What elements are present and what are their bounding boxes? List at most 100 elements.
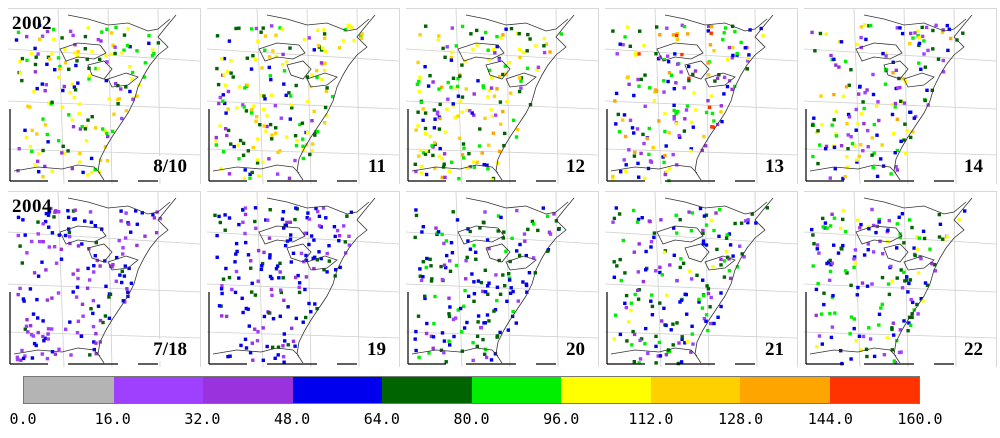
station-point	[877, 220, 881, 224]
station-point	[483, 290, 488, 294]
station-point	[95, 258, 99, 263]
station-point	[241, 310, 245, 315]
station-point	[442, 339, 447, 343]
station-point	[830, 325, 835, 329]
station-point	[675, 62, 680, 66]
station-point	[650, 304, 655, 309]
station-point	[675, 37, 680, 42]
station-point	[343, 240, 347, 244]
station-point	[665, 54, 670, 58]
station-point	[761, 34, 765, 38]
station-point	[60, 151, 64, 155]
station-point	[313, 302, 317, 306]
station-point	[435, 110, 440, 114]
station-point	[446, 80, 450, 85]
station-point	[256, 248, 261, 253]
station-point	[674, 213, 678, 217]
station-point	[893, 101, 898, 106]
station-point	[288, 117, 292, 121]
station-point	[652, 99, 657, 103]
station-point	[86, 266, 90, 271]
station-point	[464, 277, 468, 281]
station-point	[105, 159, 110, 163]
station-point	[421, 260, 425, 264]
station-point	[890, 327, 894, 331]
colorbar-tick-label: 0.0	[9, 410, 37, 428]
day-label: 14	[960, 156, 987, 178]
station-point	[324, 216, 328, 220]
station-point	[875, 133, 879, 137]
station-point	[293, 344, 297, 348]
station-point	[121, 252, 125, 256]
station-point	[915, 247, 919, 251]
station-point	[99, 39, 103, 43]
station-point	[337, 46, 342, 50]
station-point	[689, 277, 694, 281]
station-point	[87, 77, 91, 81]
station-point	[675, 231, 679, 235]
station-point	[490, 76, 494, 80]
station-point	[616, 112, 620, 117]
station-point	[477, 144, 482, 148]
station-point	[278, 149, 282, 153]
station-point	[285, 220, 289, 225]
station-point	[257, 174, 261, 178]
station-point	[89, 156, 94, 161]
station-point	[154, 231, 159, 235]
station-point	[481, 85, 486, 90]
station-point	[284, 60, 289, 64]
station-point	[690, 332, 694, 336]
station-point	[442, 351, 446, 355]
station-point	[831, 294, 835, 298]
station-point	[626, 25, 630, 29]
station-point	[298, 122, 302, 127]
station-point	[123, 264, 127, 268]
station-point	[675, 31, 679, 36]
station-point	[270, 276, 274, 281]
station-map	[207, 192, 399, 367]
station-point	[16, 215, 21, 220]
station-point	[243, 337, 248, 341]
station-point	[221, 99, 225, 103]
station-point	[449, 85, 453, 89]
station-point	[438, 102, 442, 107]
station-point	[864, 37, 868, 42]
station-point	[458, 74, 462, 78]
station-point	[246, 253, 251, 257]
station-point	[227, 275, 232, 280]
station-point	[722, 259, 727, 263]
station-point	[517, 32, 521, 36]
station-point	[444, 239, 449, 243]
station-point	[689, 147, 693, 151]
map-panel: 11	[207, 8, 400, 184]
station-point	[702, 317, 707, 321]
station-point	[701, 239, 706, 243]
station-point	[349, 210, 354, 214]
station-point	[472, 299, 476, 303]
station-point	[852, 255, 857, 259]
station-point	[96, 37, 100, 42]
station-point	[218, 220, 222, 225]
station-point	[274, 54, 278, 59]
station-map	[8, 9, 200, 184]
station-point	[916, 312, 920, 316]
station-point	[505, 100, 509, 104]
station-point	[515, 249, 519, 253]
station-point	[98, 158, 103, 162]
station-point	[875, 174, 880, 179]
station-point	[828, 224, 833, 228]
station-point	[84, 139, 89, 143]
station-point	[414, 128, 418, 132]
station-point	[433, 294, 437, 299]
map-frame-ticks	[407, 109, 556, 182]
station-point	[280, 217, 285, 221]
station-point	[472, 113, 476, 117]
station-point	[282, 298, 286, 302]
station-point	[418, 274, 422, 278]
colorbar-segment	[382, 377, 472, 403]
station-point	[76, 50, 80, 54]
station-point	[725, 84, 730, 89]
station-point	[241, 153, 246, 157]
station-point	[899, 268, 903, 272]
station-point	[28, 287, 33, 291]
